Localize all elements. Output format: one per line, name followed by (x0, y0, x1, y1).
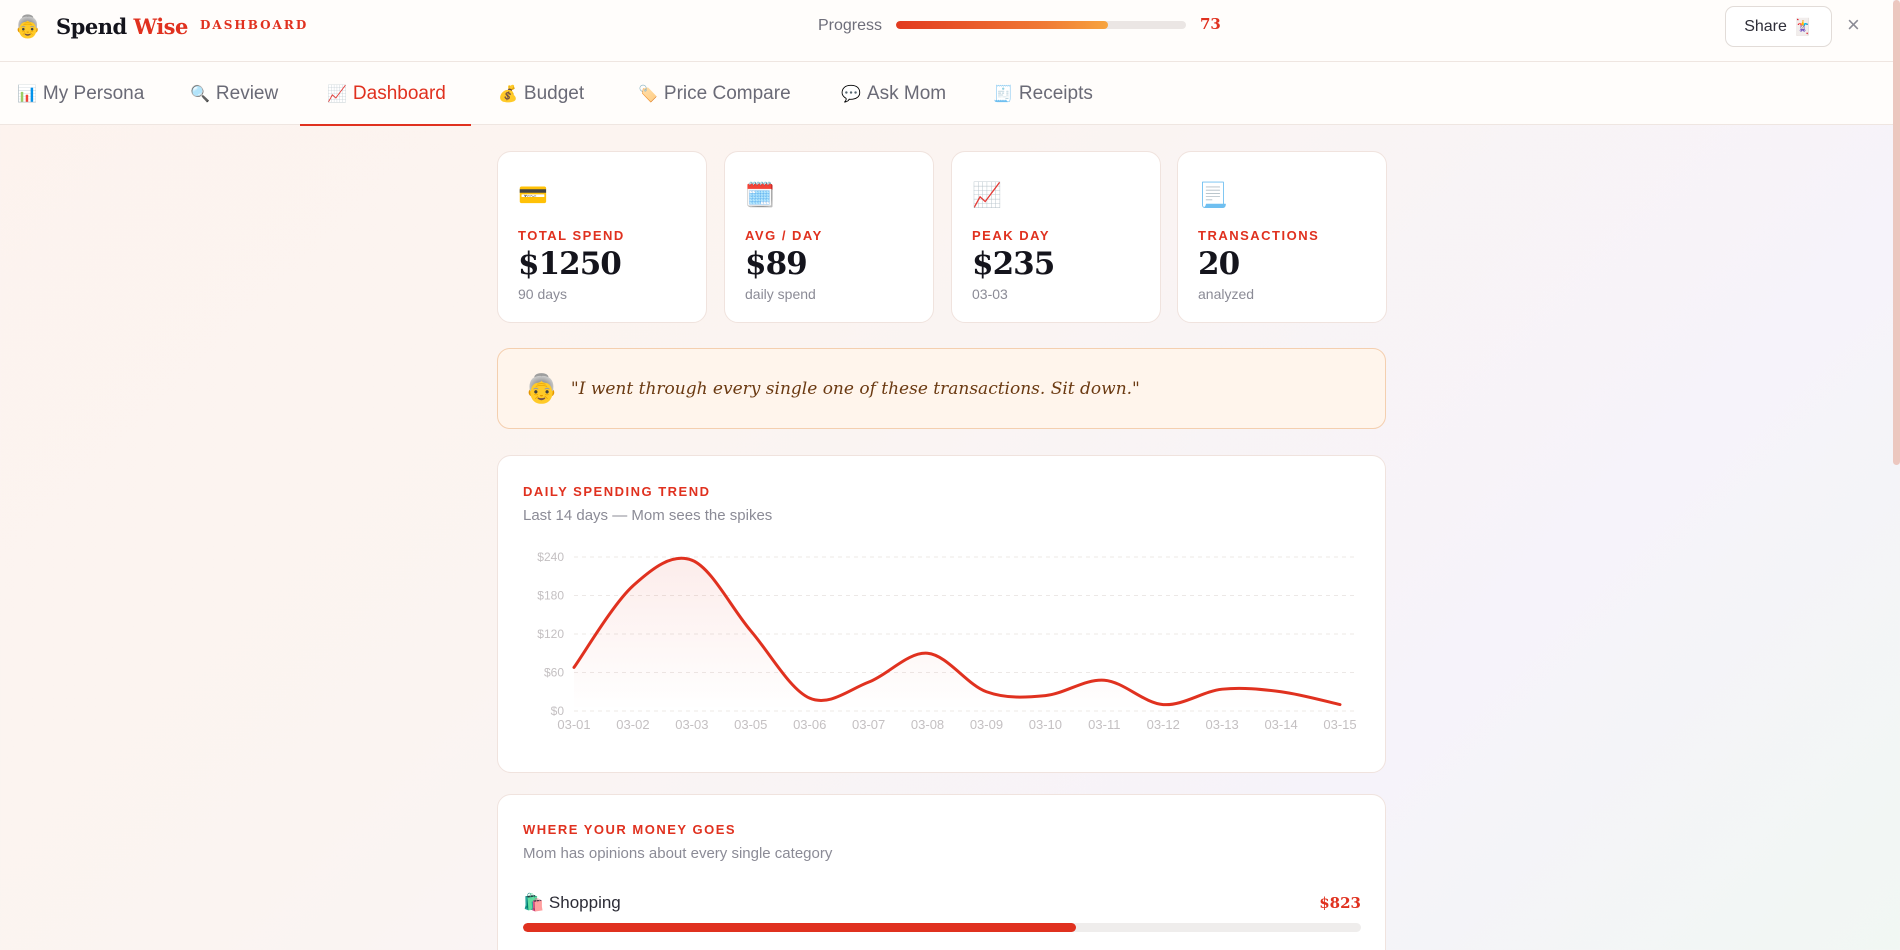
speech-bubble-icon: 💬 (841, 85, 861, 103)
tab-receipts[interactable]: 🧾 Receipts (993, 62, 1093, 125)
stat-card-avg-day: 🗓️ AVG / DAY $89 daily spend (724, 151, 934, 323)
magnifier-icon: 🔍 (190, 85, 210, 103)
shopping-bags-icon: 🛍️ (523, 893, 545, 912)
trend-title: DAILY SPENDING TREND (523, 484, 711, 499)
category-bar (523, 923, 1361, 932)
x-tick-label: 03-13 (1206, 717, 1239, 732)
category-label: 🛍️ Shopping (523, 893, 621, 913)
stat-label: AVG / DAY (745, 228, 823, 243)
calendar-icon: 🗓️ (745, 182, 775, 209)
tab-label: Budget (523, 82, 585, 104)
x-tick-label: 03-09 (970, 717, 1003, 732)
tab-label: Dashboard (352, 82, 446, 104)
tab-my-persona[interactable]: 📊 My Persona (17, 62, 144, 125)
x-tick-label: 03-02 (616, 717, 649, 732)
y-tick-label: $0 (551, 704, 565, 718)
y-tick-label: $120 (537, 627, 564, 641)
spending-trend-panel: DAILY SPENDING TREND Last 14 days — Mom … (497, 455, 1386, 773)
tab-budget[interactable]: 💰 Budget (498, 62, 584, 125)
section-title: DASHBOARD (200, 18, 309, 32)
daily-spending-chart: $0 $60 $120 $180 $240 03-01 03-02 03-03 03-05 03-… (537, 550, 1356, 732)
mom-quote-text: "I went through every single one of thes… (570, 378, 1140, 399)
receipt-icon: 🧾 (993, 85, 1013, 103)
stat-label: TOTAL SPEND (518, 228, 625, 243)
trend-area (574, 558, 1340, 711)
credit-card-icon: 💳 (518, 182, 548, 209)
trend-chart-icon: 📈 (972, 182, 1002, 209)
share-button[interactable]: Share 🃏 (1725, 6, 1832, 47)
category-amount: $823 (1319, 894, 1361, 912)
progress-bar-fill (896, 21, 1108, 29)
y-tick-label: $180 (537, 589, 564, 603)
grandma-logo-icon: 👵 (14, 14, 42, 39)
x-tick-label: 03-06 (793, 717, 826, 732)
progress-value: 73 (1200, 15, 1221, 33)
brand-logo[interactable]: Spend Wise (56, 14, 188, 39)
stat-card-transactions: 📃 TRANSACTIONS 20 analyzed (1177, 151, 1387, 323)
stat-label: TRANSACTIONS (1198, 228, 1320, 243)
categories-subtitle: Mom has opinions about every single cate… (523, 845, 833, 862)
x-tick-label: 03-07 (852, 717, 885, 732)
brand-accent: Wise (133, 14, 188, 39)
share-button-label: Share (1744, 17, 1787, 35)
stat-sub: analyzed (1198, 286, 1255, 302)
x-tick-label: 03-01 (557, 717, 590, 732)
top-bar: 👵 Spend Wise DASHBOARD Progress 73 Share… (0, 0, 1893, 62)
stat-card-total-spend: 💳 TOTAL SPEND $1250 90 days (497, 151, 707, 323)
x-tick-label: 03-05 (734, 717, 767, 732)
brand-primary: Spend (56, 14, 127, 39)
close-icon[interactable]: × (1847, 12, 1860, 37)
y-tick-label: $60 (544, 666, 564, 680)
bar-chart-icon: 📊 (17, 85, 37, 103)
playing-card-icon: 🃏 (1792, 18, 1813, 36)
tab-dashboard[interactable]: 📈 Dashboard (300, 62, 471, 126)
x-tick-label: 03-03 (675, 717, 708, 732)
progress-label: Progress (818, 17, 883, 34)
x-tick-label: 03-12 (1147, 717, 1180, 732)
tab-label: My Persona (42, 82, 145, 104)
stat-value: 20 (1198, 246, 1240, 282)
tab-label: Price Compare (663, 82, 791, 104)
stat-value: $89 (745, 246, 808, 282)
money-bag-icon: 💰 (498, 85, 518, 103)
x-tick-label: 03-10 (1029, 717, 1062, 732)
tab-label: Ask Mom (866, 82, 947, 104)
tab-label: Receipts (1018, 82, 1093, 104)
progress-bar (896, 21, 1186, 29)
tab-ask-mom[interactable]: 💬 Ask Mom (841, 62, 946, 125)
tab-price-compare[interactable]: 🏷️ Price Compare (638, 62, 791, 125)
tab-bar: 📊 My Persona 🔍 Review 📈 Dashboard 💰 Budg… (0, 62, 1893, 126)
x-tick-label: 03-14 (1264, 717, 1297, 732)
category-bar-fill (523, 923, 1077, 932)
money-goes-panel: WHERE YOUR MONEY GOES Mom has opinions a… (497, 794, 1386, 950)
mom-quote-banner: 👵 "I went through every single one of th… (497, 348, 1386, 429)
stat-card-peak-day: 📈 PEAK DAY $235 03-03 (951, 151, 1161, 323)
document-icon: 📃 (1198, 182, 1228, 209)
y-tick-label: $240 (537, 550, 564, 564)
stat-value: $1250 (518, 246, 622, 282)
scrollbar-thumb[interactable] (1893, 0, 1900, 465)
stat-sub: 03-03 (972, 286, 1008, 302)
tab-label: Review (215, 82, 279, 104)
category-name: Shopping (548, 893, 621, 912)
trend-chart-icon: 📈 (327, 85, 347, 103)
tab-review[interactable]: 🔍 Review (190, 62, 278, 125)
x-tick-label: 03-15 (1323, 717, 1356, 732)
trend-subtitle: Last 14 days — Mom sees the spikes (523, 507, 773, 524)
x-tick-label: 03-08 (911, 717, 944, 732)
stat-label: PEAK DAY (972, 228, 1050, 243)
stat-value: $235 (972, 246, 1055, 282)
trend-line (572, 556, 1342, 707)
stat-sub: 90 days (518, 286, 568, 302)
x-tick-label: 03-11 (1088, 717, 1120, 732)
grandma-avatar-icon: 👵 (524, 373, 559, 404)
categories-title: WHERE YOUR MONEY GOES (523, 822, 737, 837)
stat-sub: daily spend (745, 286, 816, 302)
price-tag-icon: 🏷️ (638, 85, 658, 103)
